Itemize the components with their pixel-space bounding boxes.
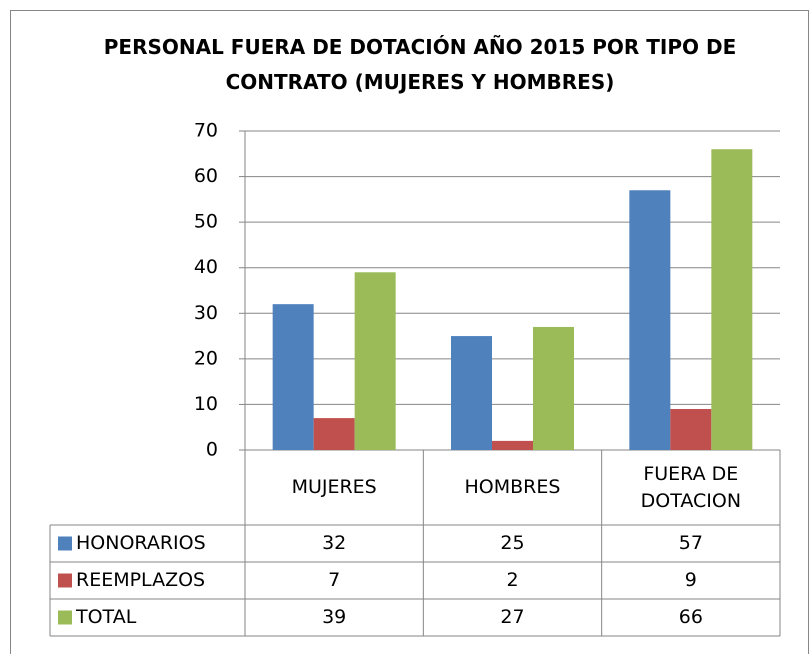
legend-swatch xyxy=(58,536,72,551)
category-cell: FUERA DE DOTACION xyxy=(640,462,742,512)
table-value: 32 xyxy=(322,532,346,554)
table-value: 27 xyxy=(500,606,524,628)
y-tick-label: 30 xyxy=(194,302,218,324)
table-value: 66 xyxy=(679,606,703,628)
x-tick-label: MUJERES xyxy=(291,476,377,499)
table-value: 25 xyxy=(500,532,524,554)
bar xyxy=(272,304,314,450)
legend-label: TOTAL xyxy=(75,606,137,628)
legend-label: REEMPLAZOS xyxy=(76,569,205,591)
bar xyxy=(670,408,712,450)
x-tick-label: HOMBRES xyxy=(464,476,561,499)
category-cell: HOMBRES xyxy=(464,476,561,499)
legend-swatch xyxy=(58,610,72,625)
y-tick-label: 10 xyxy=(194,393,218,415)
chart-title: PERSONAL FUERA DE DOTACIÓN AÑO 2015 POR … xyxy=(103,35,737,94)
bar xyxy=(492,440,533,450)
y-tick-label: 70 xyxy=(194,120,218,142)
x-tick-label: FUERA DE DOTACION xyxy=(640,462,742,512)
bar xyxy=(533,326,574,450)
legend-label: HONORARIOS xyxy=(76,532,206,554)
y-tick-label: 60 xyxy=(194,165,218,187)
bar xyxy=(451,336,492,450)
bar xyxy=(354,272,396,450)
bar xyxy=(313,418,355,450)
bar xyxy=(629,190,671,450)
title-box: PERSONAL FUERA DE DOTACIÓN AÑO 2015 POR … xyxy=(103,35,737,94)
chart-border xyxy=(10,10,809,658)
table-value: 39 xyxy=(322,606,346,628)
category-cell: MUJERES xyxy=(291,476,377,499)
table-value: 57 xyxy=(679,532,703,554)
y-tick-label: 40 xyxy=(194,256,218,278)
table-value: 7 xyxy=(328,569,340,591)
table-value: 9 xyxy=(685,569,697,591)
legend-swatch xyxy=(58,573,72,588)
y-tick-label: 20 xyxy=(194,347,218,369)
table-value: 2 xyxy=(506,569,518,591)
y-tick-label: 0 xyxy=(206,439,218,461)
bar xyxy=(711,149,753,450)
y-tick-label: 50 xyxy=(194,211,218,233)
